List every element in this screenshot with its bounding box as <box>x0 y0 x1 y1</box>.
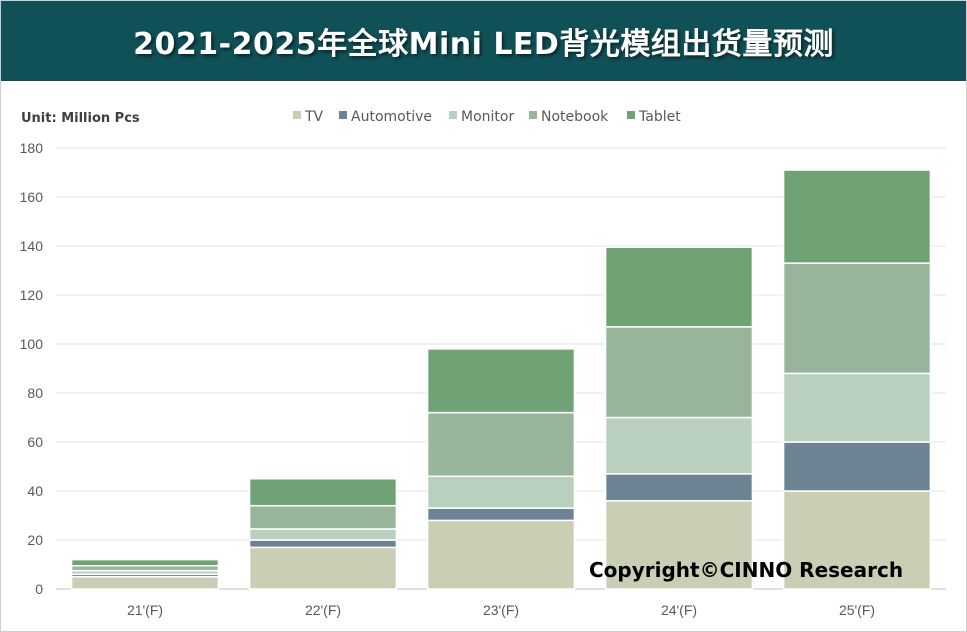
bar-segment <box>70 558 220 567</box>
legend: TV Automotive Monitor Notebook Tablet <box>293 109 681 125</box>
legend-swatch <box>529 111 537 119</box>
bar-segment <box>604 416 754 475</box>
bar-segment <box>604 473 754 502</box>
bar-segment <box>782 490 932 590</box>
y-tick-label: 100 <box>20 336 44 352</box>
y-tick-label: 40 <box>27 483 43 499</box>
bar-segment <box>248 546 398 590</box>
bar-segment <box>604 326 754 419</box>
bar-segment <box>248 528 398 541</box>
y-axis: 0 20 40 60 80 100 120 140 160 180 <box>20 140 44 597</box>
legend-swatch <box>627 111 635 119</box>
y-tick-label: 120 <box>20 287 44 303</box>
bar-segment <box>426 411 576 478</box>
y-tick-label: 140 <box>20 238 44 254</box>
bar-segment <box>426 348 576 414</box>
bar-segment <box>426 507 576 522</box>
legend-label: Monitor <box>461 109 514 125</box>
bar-segment <box>604 500 754 590</box>
bars <box>70 169 932 590</box>
y-tick-label: 0 <box>35 581 43 597</box>
copyright-annotation: Copyright©CINNO Research <box>589 558 903 582</box>
bar-segment <box>782 372 932 443</box>
legend-label: Automotive <box>351 109 432 125</box>
title-banner: 2021-2025年全球Mini LED背光模组出货量预测 <box>1 1 966 81</box>
bar-segment <box>782 441 932 492</box>
x-tick-label: 22'(F) <box>305 602 341 618</box>
legend-label: Tablet <box>638 109 681 125</box>
unit-label: Unit: Million Pcs <box>21 111 140 126</box>
bar-segment <box>604 246 754 328</box>
legend-label: Notebook <box>541 109 609 125</box>
x-tick-label: 21'(F) <box>127 602 163 618</box>
chart-title: 2021-2025年全球Mini LED背光模组出货量预测 <box>133 27 834 62</box>
bar-segment <box>782 169 932 264</box>
y-tick-label: 160 <box>20 189 44 205</box>
bar-segment <box>782 262 932 375</box>
y-tick-label: 80 <box>27 385 43 401</box>
bar-segment <box>426 475 576 509</box>
y-tick-label: 20 <box>27 532 43 548</box>
legend-swatch <box>339 111 347 119</box>
x-tick-label: 24'(F) <box>661 602 697 618</box>
stacked-bar-chart: Unit: Million Pcs TV Automotive Monitor Not… <box>20 109 946 618</box>
bar-segment <box>70 576 220 590</box>
bar-segment <box>248 504 398 530</box>
legend-swatch <box>449 111 457 119</box>
y-tick-label: 180 <box>20 140 44 156</box>
bar-segment <box>248 539 398 549</box>
legend-swatch <box>293 111 301 119</box>
x-tick-label: 23'(F) <box>483 602 519 618</box>
legend-label: TV <box>304 109 324 125</box>
bar-segment <box>248 478 398 507</box>
bar-segment <box>426 519 576 590</box>
x-tick-label: 25'(F) <box>839 602 875 618</box>
y-tick-label: 60 <box>27 434 43 450</box>
x-axis: 21'(F) 22'(F) 23'(F) 24'(F) 25'(F) <box>127 602 875 618</box>
